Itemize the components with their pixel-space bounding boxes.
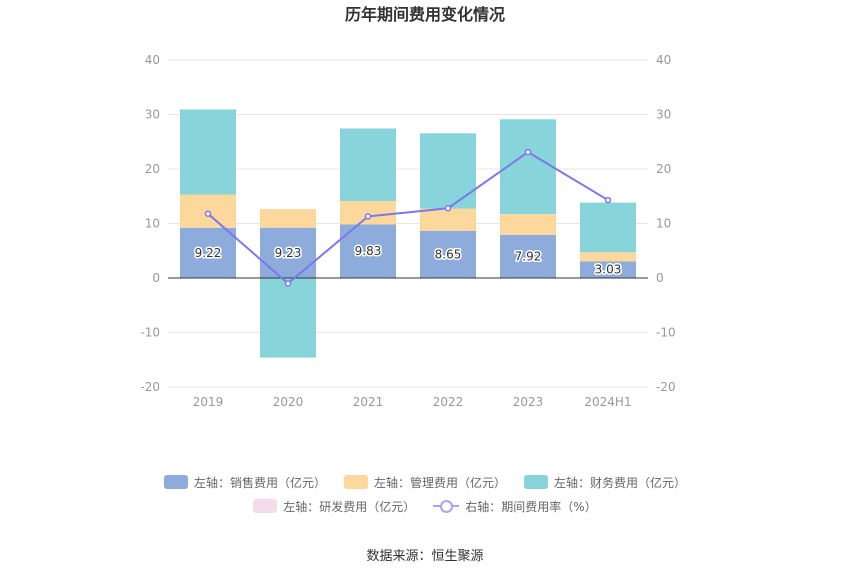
legend-row: 左轴：研发费用（亿元） 右轴：期间费用率（%） (0, 494, 850, 518)
bar-segment (580, 202, 636, 253)
y-tick-label-right: 0 (656, 271, 664, 285)
legend-swatch (524, 475, 548, 489)
x-tick-label: 2019 (193, 395, 224, 409)
line-point (444, 204, 452, 212)
y-tick-label-right: -10 (656, 326, 676, 340)
data-label: 3.03 (595, 263, 622, 277)
legend-item[interactable]: 左轴：管理费用（亿元） (343, 474, 506, 491)
y-tick-label-left: 20 (145, 162, 160, 176)
bar-segment (260, 278, 316, 358)
data-label: 9.83 (355, 244, 382, 258)
bar-segment (500, 119, 556, 215)
y-tick-label-left: 10 (145, 217, 160, 231)
legend-item[interactable]: 左轴：研发费用（亿元） (253, 498, 415, 515)
bar-segment (260, 209, 316, 228)
x-tick-label: 2023 (513, 395, 544, 409)
x-axis: 2019 2020 2021 2022 2023 2024H1 (193, 395, 632, 409)
y-tick-label-right: 30 (656, 108, 671, 122)
legend-label: 左轴：研发费用（亿元） (283, 499, 416, 514)
y-tick-label-right: -20 (656, 380, 676, 394)
x-tick-label: 2020 (273, 395, 304, 409)
y-tick-label-left: -10 (140, 326, 160, 340)
legend-label: 左轴：财务费用（亿元） (554, 475, 687, 490)
y-tick-label-left: 40 (145, 53, 160, 67)
y-tick-label-right: 20 (656, 162, 671, 176)
chart: 历年期间费用变化情况 40 30 20 10 0 -10 -20 40 30 20 10 0 -10 -… (140, 5, 676, 409)
line-point (284, 280, 292, 287)
right-y-axis: 40 30 20 10 0 -10 -20 (656, 53, 676, 394)
y-tick-label-left: -20 (140, 380, 160, 394)
x-tick-label: 2024H1 (584, 395, 631, 409)
bar-segment (260, 227, 316, 278)
legend-label: 左轴：管理费用（亿元） (373, 475, 506, 490)
chart-title: 历年期间费用变化情况 (345, 5, 505, 24)
legend-label: 左轴：销售费用（亿元） (193, 475, 326, 490)
bar-segment (180, 109, 236, 195)
legend-item[interactable]: 右轴：期间费用率（%） (433, 498, 597, 515)
legend-line-swatch (433, 499, 460, 513)
legend-item[interactable]: 左轴：财务费用（亿元） (524, 474, 686, 491)
y-tick-label-left: 30 (145, 108, 160, 122)
bar-segment (340, 128, 396, 201)
bar-segment (420, 133, 476, 209)
data-label: 9.23 (275, 246, 302, 260)
line-point (364, 213, 372, 220)
bar-segment (580, 252, 636, 262)
bar-segment (420, 208, 476, 231)
data-label: 7.92 (515, 249, 542, 263)
y-tick-label-left: 0 (152, 271, 160, 285)
data-label: 9.22 (195, 246, 222, 260)
line-point (204, 210, 212, 217)
x-tick-label: 2022 (433, 395, 464, 409)
left-y-axis: 40 30 20 10 0 -10 -20 (140, 53, 160, 394)
series-line (207, 150, 609, 285)
legend-swatch (253, 499, 278, 513)
legend: 左轴：销售费用（亿元） 左轴：管理费用（亿元） 左轴：财务费用（亿元） 左轴：研发费… (0, 470, 850, 518)
x-tick-label: 2021 (353, 395, 384, 409)
bar-segment (580, 261, 636, 278)
expense-rate-line (204, 148, 612, 287)
legend-row: 左轴：销售费用（亿元） 左轴：管理费用（亿元） 左轴：财务费用（亿元） (0, 470, 850, 494)
y-tick-label-right: 40 (656, 53, 671, 67)
bar-segment (420, 230, 476, 278)
source-note: 数据来源：恒生聚源 (366, 549, 484, 564)
bar-segment (500, 234, 556, 278)
data-labels: 9.22 9.23 9.83 8.65 7.92 3.03 (193, 243, 623, 279)
line-point (524, 148, 532, 156)
data-label: 8.65 (435, 247, 462, 261)
bar-segment (500, 214, 556, 235)
bar-segment (340, 200, 396, 225)
bars (180, 109, 636, 358)
legend-item[interactable]: 左轴：销售费用（亿元） (163, 474, 326, 491)
grid-lines (168, 59, 648, 388)
legend-swatch (163, 475, 188, 489)
legend-label: 右轴：期间费用率（%） (465, 499, 597, 514)
line-point (604, 196, 612, 204)
y-tick-label-right: 10 (656, 217, 671, 231)
legend-swatch (343, 475, 368, 489)
bar-segment (180, 227, 236, 278)
